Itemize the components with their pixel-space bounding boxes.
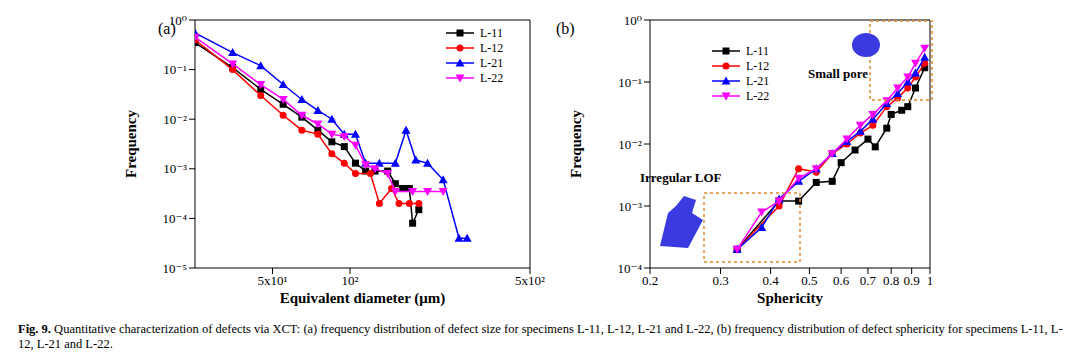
svg-text:L-12: L-12 <box>746 59 769 73</box>
svg-text:5x10²: 5x10² <box>515 273 545 288</box>
svg-text:10⁻⁴: 10⁻⁴ <box>163 211 188 226</box>
svg-text:10⁻³: 10⁻³ <box>163 161 187 176</box>
svg-text:0.4: 0.4 <box>762 273 779 288</box>
svg-text:5x10¹: 5x10¹ <box>258 273 288 288</box>
svg-text:0.8: 0.8 <box>883 273 899 288</box>
svg-text:1: 1 <box>927 273 934 288</box>
html-text:Fig. 9. Quantitative character: Fig. 9. Quantitative characterization of… <box>18 322 1063 351</box>
svg-text:L-21: L-21 <box>480 56 503 70</box>
svg-text:Frequency: Frequency <box>568 109 584 178</box>
svg-text:0.7: 0.7 <box>860 273 877 288</box>
svg-text:0.2: 0.2 <box>642 273 658 288</box>
svg-text:0.9: 0.9 <box>904 273 920 288</box>
svg-text:10⁰: 10⁰ <box>624 13 642 28</box>
html-text:Irregular LOF: Irregular LOF <box>640 170 722 185</box>
svg-text:10⁻⁵: 10⁻⁵ <box>163 261 187 276</box>
svg-text:10⁻²: 10⁻² <box>163 112 187 127</box>
svg-text:10⁻¹: 10⁻¹ <box>618 75 642 90</box>
svg-text:10²: 10² <box>342 273 359 288</box>
svg-text:L-21: L-21 <box>746 74 769 88</box>
svg-text:Sphericity: Sphericity <box>757 290 823 306</box>
svg-text:10⁻⁴: 10⁻⁴ <box>618 261 643 276</box>
html-text:(b): (b) <box>556 20 575 37</box>
svg-text:L-22: L-22 <box>480 71 503 85</box>
svg-text:10⁻³: 10⁻³ <box>618 199 642 214</box>
svg-text:L-11: L-11 <box>746 44 769 58</box>
svg-text:10⁻²: 10⁻² <box>618 137 642 152</box>
svg-text:L-11: L-11 <box>480 26 503 40</box>
svg-text:10⁻¹: 10⁻¹ <box>163 62 187 77</box>
svg-text:10⁰: 10⁰ <box>168 12 187 28</box>
svg-text:Equivalent diameter (μm): Equivalent diameter (μm) <box>280 290 446 307</box>
svg-text:0.6: 0.6 <box>833 273 850 288</box>
html-text:Small pore: Small pore <box>808 66 869 81</box>
svg-text:0.5: 0.5 <box>801 273 817 288</box>
svg-text:L-12: L-12 <box>480 41 503 55</box>
svg-text:0.3: 0.3 <box>712 273 728 288</box>
html-text:(a): (a) <box>158 20 176 37</box>
svg-text:Frequency: Frequency <box>123 109 139 178</box>
svg-text:L-22: L-22 <box>746 89 769 103</box>
